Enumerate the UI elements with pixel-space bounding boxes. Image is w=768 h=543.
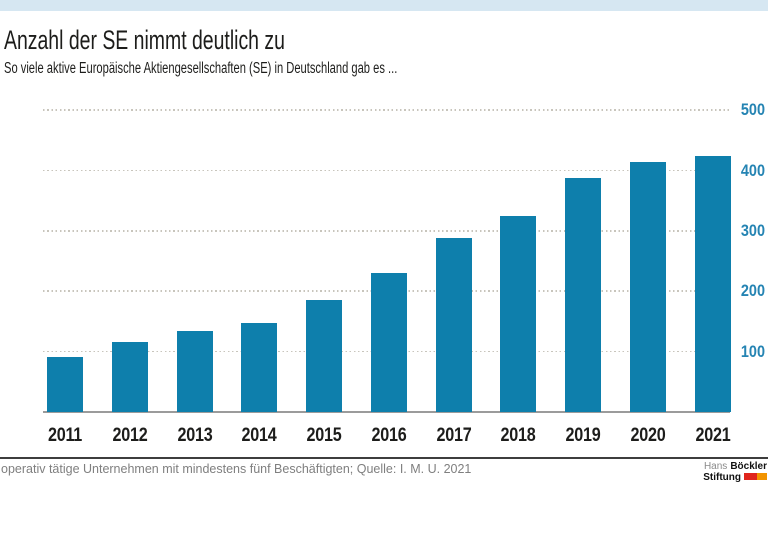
- x-label-2019: 2019: [565, 425, 601, 446]
- y-tick-400: 400: [740, 160, 765, 180]
- x-axis-line: [43, 411, 730, 413]
- x-label-2018: 2018: [500, 425, 536, 446]
- logo-text-hans: Hans: [703, 461, 728, 472]
- chart-title: Anzahl der SE nimmt deutlich zu: [4, 25, 285, 55]
- x-label-2013: 2013: [177, 425, 212, 446]
- x-label-2021: 2021: [695, 425, 731, 446]
- x-label-2012: 2012: [112, 425, 148, 446]
- y-tick-300: 300: [740, 221, 765, 241]
- bar-2020: [629, 162, 666, 412]
- logo-line-2: Stiftung: [703, 472, 767, 483]
- logo-line-1: Hans Böckler: [703, 461, 767, 472]
- footer-divider: [0, 457, 768, 459]
- gridline-400: [43, 169, 730, 172]
- gridline-300: [43, 230, 730, 232]
- bar-2016: [370, 273, 407, 412]
- top-accent-band: [0, 0, 768, 11]
- x-label-2020: 2020: [630, 425, 666, 446]
- logo-text-boeckler: Böckler: [730, 461, 767, 472]
- logo-flag-icon: [744, 473, 767, 480]
- hans-boeckler-stiftung-logo: Hans Böckler Stiftung: [703, 461, 767, 483]
- bar-2012: [111, 342, 148, 412]
- bar-2011: [47, 356, 83, 412]
- bar-2021: [694, 156, 731, 412]
- x-label-2017: 2017: [436, 425, 472, 446]
- bar-2015: [306, 300, 343, 412]
- chart-subtitle: So viele aktive Europäische Aktiengesell…: [4, 60, 398, 77]
- bar-2019: [565, 177, 602, 412]
- y-tick-200: 200: [740, 281, 765, 301]
- bar-2017: [435, 237, 472, 412]
- bar-2014: [241, 322, 278, 412]
- y-tick-500: 500: [740, 100, 765, 120]
- bar-2018: [500, 215, 537, 412]
- flag-red-block: [744, 473, 757, 480]
- y-tick-100: 100: [740, 341, 765, 361]
- x-label-2014: 2014: [241, 425, 277, 446]
- source-note: operativ tätige Unternehmen mit mindeste…: [1, 462, 472, 476]
- x-label-2011: 2011: [47, 425, 83, 446]
- x-label-2016: 2016: [371, 425, 407, 446]
- flag-orange-block: [757, 473, 767, 480]
- bar-2013: [176, 330, 213, 412]
- x-label-2015: 2015: [306, 425, 342, 446]
- gridline-500: [43, 109, 730, 111]
- logo-text-stiftung: Stiftung: [703, 472, 741, 483]
